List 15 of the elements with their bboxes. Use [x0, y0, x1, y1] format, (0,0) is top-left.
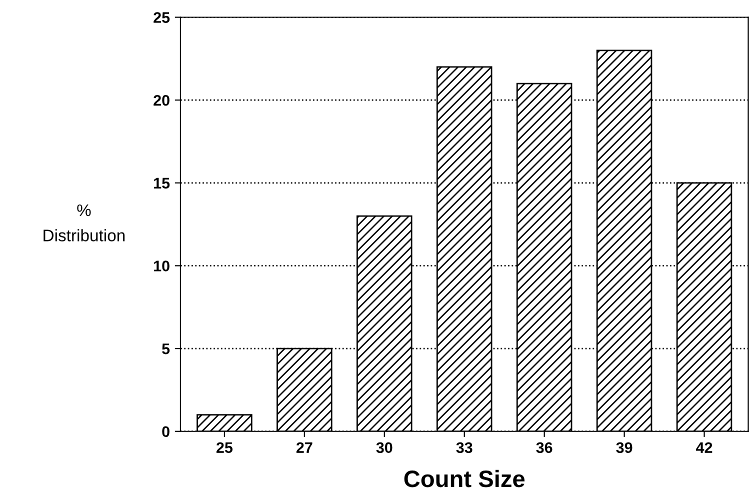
x-tick-label: 33: [456, 442, 472, 454]
x-tick-label: 27: [296, 442, 312, 453]
y-axis-title: % Distribution: [44, 204, 125, 242]
x-tick-label: 42: [696, 442, 712, 453]
x-tick-label: 30: [376, 442, 392, 454]
y-tick-label: 25: [154, 12, 170, 23]
x-axis-title: Count Size: [404, 470, 525, 488]
x-tick-label: 39: [616, 442, 632, 454]
y-tick-label: 15: [154, 178, 170, 189]
y-tick-label: 0: [162, 426, 170, 438]
x-tick-label: 36: [536, 442, 552, 454]
y-tick-label: 20: [154, 94, 170, 106]
y-tick-label: 5: [162, 344, 170, 354]
x-tick-label: 25: [216, 442, 233, 454]
y-tick-label: 10: [154, 260, 170, 272]
